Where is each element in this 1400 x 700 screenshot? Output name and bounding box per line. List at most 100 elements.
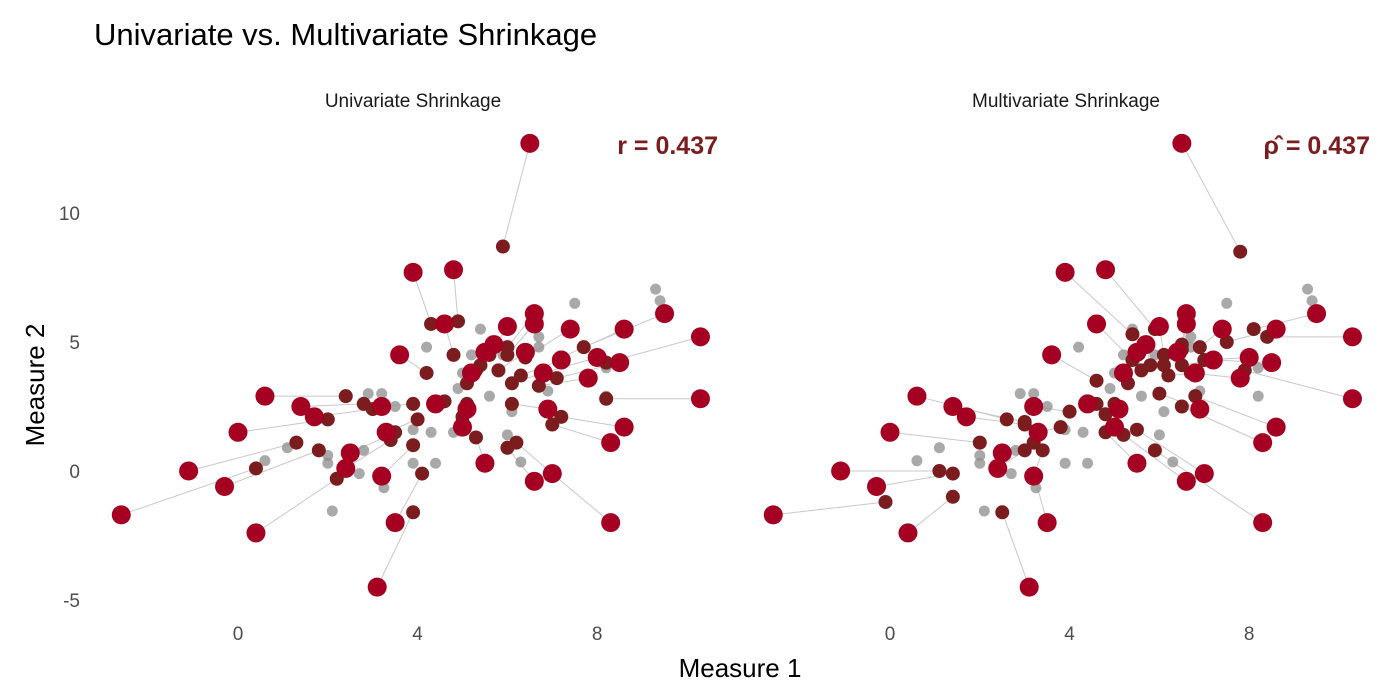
shrunk-point [504, 396, 519, 411]
true-point [465, 349, 477, 361]
observed-point [614, 417, 634, 437]
y-tick-label: -5 [63, 591, 80, 612]
observed-point [1087, 314, 1107, 334]
shrinkage-segment [502, 143, 531, 247]
observed-point [255, 386, 275, 406]
observed-point [372, 397, 392, 416]
shrunk-point [1174, 399, 1189, 414]
observed-point [1105, 417, 1124, 437]
shrunk-point [1098, 407, 1113, 422]
shrunk-point [1147, 443, 1162, 458]
true-point [1059, 457, 1071, 469]
shrunk-point [1129, 422, 1144, 437]
shrunk-point [248, 461, 263, 476]
observed-point [1167, 342, 1187, 362]
true-point [326, 505, 338, 517]
observed-point [831, 461, 851, 481]
true-point [483, 390, 495, 402]
shrunk-point [419, 365, 434, 380]
observed-point [179, 461, 199, 481]
shrunk-point [1089, 373, 1104, 388]
observed-point [614, 319, 634, 339]
observed-point [1266, 417, 1286, 437]
true-point [569, 297, 581, 309]
x-tick-label: 4 [412, 624, 423, 645]
observed-point [587, 347, 607, 367]
shrunk-point [545, 417, 560, 432]
shrunk-point [1017, 417, 1032, 432]
shrunk-point [495, 239, 510, 254]
true-point [533, 331, 545, 343]
shrunk-point [406, 396, 421, 411]
shrunk-point [549, 371, 564, 386]
observed-point [601, 433, 621, 453]
shrinkage-segment [1001, 512, 1030, 588]
shrunk-point [1161, 368, 1176, 383]
observed-point [1253, 513, 1273, 533]
observed-point [1190, 399, 1210, 419]
observed-point [1307, 304, 1327, 324]
true-point [501, 429, 513, 441]
shrinkage-segment [188, 442, 297, 472]
observed-point [1262, 353, 1282, 373]
y-tick-label: 10 [59, 204, 80, 225]
true-point [515, 456, 527, 468]
shrunk-point [1053, 420, 1068, 435]
observed-point [578, 368, 598, 388]
shrunk-point [406, 438, 421, 453]
shrunk-point [1152, 386, 1167, 401]
observed-point [1253, 433, 1273, 453]
shrinkage-segment [1195, 395, 1277, 428]
x-tick-label: 4 [1064, 624, 1075, 645]
shrunk-point [451, 314, 466, 329]
true-point [389, 401, 401, 412]
true-point [974, 450, 986, 462]
shrinkage-segment [1064, 271, 1133, 335]
shrunk-point [289, 435, 304, 450]
shrunk-point [424, 316, 439, 331]
shrinkage-segment [376, 512, 414, 588]
observed-point [988, 458, 1008, 478]
observed-point [444, 260, 464, 280]
true-point [1135, 390, 1147, 402]
observed-point [690, 389, 710, 409]
annotation-multivariate: ρ̂ = 0.437 [1263, 132, 1370, 160]
observed-point [111, 505, 131, 525]
observed-point [524, 471, 544, 491]
shrinkage-segment [1181, 143, 1241, 252]
observed-point [403, 262, 423, 282]
observed-point [426, 394, 446, 414]
true-point [911, 455, 923, 467]
true-point [933, 442, 945, 454]
observed-point [867, 476, 887, 496]
x-tick-label: 0 [885, 624, 896, 645]
shrinkage-segment [300, 403, 364, 407]
observed-point [475, 453, 495, 473]
true-point [407, 424, 419, 436]
true-point [1221, 297, 1233, 309]
shrunk-point [1233, 244, 1248, 259]
shrunk-point [972, 435, 987, 450]
true-point [1167, 456, 1179, 468]
x-tick-label: 0 [233, 624, 244, 645]
observed-point [898, 523, 918, 543]
true-point [358, 444, 370, 456]
observed-point [538, 399, 558, 419]
observed-point [1342, 389, 1362, 409]
true-point [1302, 283, 1314, 295]
shrunk-point [406, 505, 421, 520]
true-point [978, 505, 990, 517]
observed-point [907, 386, 927, 406]
observed-point [246, 523, 266, 543]
observed-point [435, 314, 455, 334]
observed-point [542, 464, 562, 484]
observed-point [1212, 319, 1232, 339]
shrinkage-segment [1253, 313, 1317, 330]
shrinkage-segment [1105, 269, 1156, 330]
shrunk-point [1143, 358, 1158, 373]
true-point [322, 457, 334, 469]
observed-point [690, 327, 710, 347]
true-point [1158, 406, 1170, 418]
observed-point [1185, 363, 1205, 383]
